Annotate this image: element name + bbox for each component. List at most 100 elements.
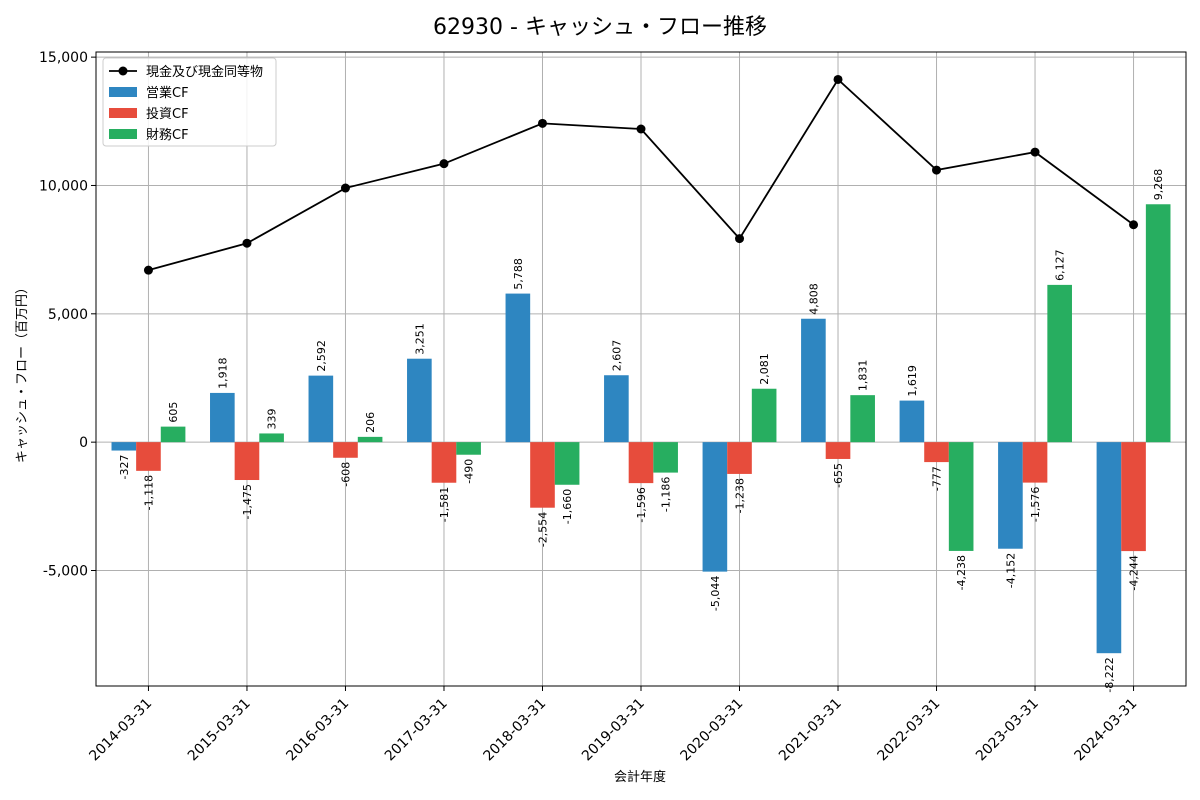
bar-label: -1,596: [635, 487, 648, 522]
bar: [899, 400, 925, 443]
bars: [111, 204, 1171, 654]
legend-label: 現金及び現金同等物: [146, 64, 263, 80]
cash-line-point: [1030, 147, 1040, 157]
cash-line-point: [636, 124, 646, 134]
bar-label: -608: [339, 462, 352, 487]
bar-label: 6,127: [1054, 249, 1067, 281]
cash-line-point: [932, 165, 942, 175]
bar: [1047, 284, 1072, 443]
x-tick-label: 2015-03-31: [185, 696, 254, 765]
legend-label: 投資CF: [146, 106, 189, 122]
grid: [96, 52, 1186, 686]
bar-label: -655: [832, 463, 845, 488]
legend-marker: [118, 66, 128, 76]
cash-line-point: [833, 74, 843, 84]
bar-label: 339: [266, 408, 279, 429]
bar: [111, 442, 137, 451]
bar-label: -2,554: [536, 512, 549, 547]
bar-label: 1,831: [857, 360, 870, 392]
bar: [554, 442, 580, 485]
bar-label: 1,918: [216, 357, 229, 389]
bar-label: 2,081: [758, 353, 771, 385]
bar: [308, 375, 334, 443]
bar-label: -490: [463, 459, 476, 484]
bar-label: 9,268: [1152, 169, 1165, 201]
bar-label: -777: [931, 466, 944, 491]
bar: [727, 442, 752, 474]
bar-label: 605: [167, 402, 180, 423]
bar: [628, 442, 654, 484]
bar-label: 3,251: [413, 323, 426, 355]
bar: [1096, 442, 1122, 654]
bar-label: 5,788: [512, 258, 525, 290]
x-tick-label: 2016-03-31: [283, 696, 352, 765]
bar-label: -1,118: [142, 475, 155, 510]
legend-label: 財務CF: [146, 128, 189, 143]
bar: [357, 436, 383, 443]
legend-box: [102, 57, 277, 147]
bar: [850, 395, 875, 443]
bar: [948, 442, 974, 551]
bar: [505, 293, 531, 443]
legend-swatch: [109, 87, 137, 97]
y-tick-label: 15,000: [39, 50, 88, 66]
x-axis-label: 会計年度: [614, 769, 666, 785]
bar-label: -4,152: [1004, 553, 1017, 588]
bar: [259, 433, 284, 443]
bar-label: 4,808: [807, 283, 820, 315]
x-tick-label: 2021-03-31: [776, 696, 845, 765]
cash-line: [143, 74, 1139, 275]
cash-line-point: [242, 238, 252, 248]
bar: [924, 442, 949, 463]
cash-line-point: [735, 234, 745, 244]
cash-line-point: [143, 265, 153, 275]
bar-label: -5,044: [709, 576, 722, 611]
x-tick-label: 2023-03-31: [973, 696, 1042, 765]
bar-label: -4,238: [955, 555, 968, 590]
bar-label: -1,186: [660, 477, 673, 512]
bar: [431, 442, 457, 483]
bar-label: -1,576: [1029, 487, 1042, 522]
bar-label: -8,222: [1103, 657, 1116, 692]
bar: [825, 442, 851, 459]
legend-label: 営業CF: [146, 85, 189, 101]
bar-label: 1,619: [906, 365, 919, 397]
bar: [1022, 442, 1048, 483]
bar-label: -1,475: [241, 484, 254, 519]
plot-frame: [95, 51, 1187, 687]
y-tick-label: 0: [79, 435, 88, 451]
cash-line-point: [537, 118, 547, 128]
bar-label: 206: [364, 412, 377, 433]
bar: [407, 358, 432, 443]
bar-labels: -327 1,918 2,592 3,251 5,788 2,607 -5,044 4,808…: [118, 169, 1165, 693]
x-tick-label: 2022-03-31: [875, 696, 944, 765]
bar: [653, 442, 678, 473]
x-tick-label: 2014-03-31: [86, 696, 155, 765]
bar: [160, 426, 186, 443]
bar-label: -1,238: [734, 478, 747, 513]
bar-label: 2,592: [315, 340, 328, 372]
bar: [234, 442, 260, 481]
x-tick-label: 2018-03-31: [480, 696, 549, 765]
x-tick-label: 2017-03-31: [382, 696, 451, 765]
bar-label: 2,607: [610, 340, 623, 372]
legend-swatch: [109, 108, 137, 118]
bar: [210, 392, 235, 443]
legend-swatch: [109, 129, 137, 139]
bar: [751, 388, 777, 443]
bar: [1145, 204, 1171, 443]
chart-title: 62930 - キャッシュ・フロー推移: [433, 15, 767, 40]
bar-label: -327: [118, 455, 131, 480]
bar: [136, 442, 161, 471]
cash-line-point: [1129, 220, 1139, 230]
y-tick-label: 5,000: [48, 307, 88, 323]
bar-label: -4,244: [1128, 555, 1141, 590]
cash-line-point: [439, 159, 449, 169]
y-axis-label: キャッシュ・フロー（百万円）: [15, 281, 30, 463]
bar: [604, 375, 629, 443]
bar-label: -1,660: [561, 489, 574, 524]
bar: [1121, 442, 1146, 552]
x-tick-label: 2020-03-31: [677, 696, 746, 765]
